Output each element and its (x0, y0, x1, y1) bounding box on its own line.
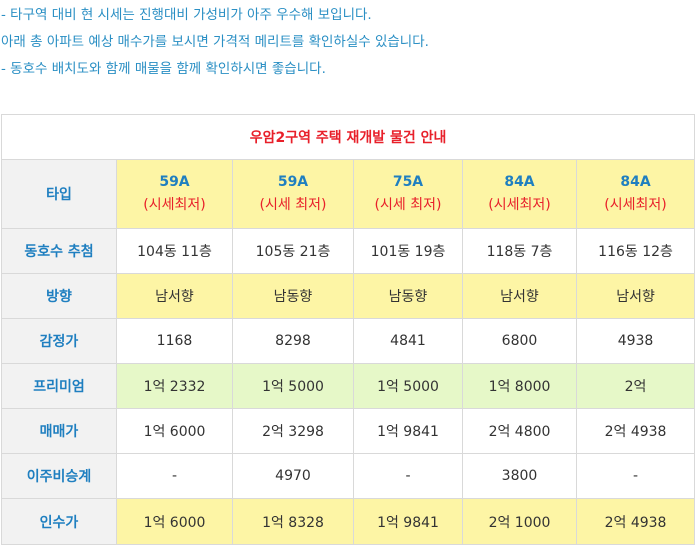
table-row-type: 타입 59A (시세최저) 59A (시세 최저) 75A (시세 최저) 84… (1, 159, 695, 229)
table-cell: 1억 9841 (353, 408, 463, 454)
table-cell: - (575, 453, 695, 499)
table-row-appraisal: 감정가 1168 8298 4841 6800 4938 (1, 318, 695, 364)
intro-line-1: - 타구역 대비 현 시세는 진행대비 가성비가 아주 우수해 보입니다. (1, 7, 372, 23)
table-cell: - (116, 453, 233, 499)
table-row-premium: 프리미엄 1억 2332 1억 5000 1억 5000 1억 8000 2억 (1, 363, 695, 409)
table-cell: 105동 21층 (232, 228, 354, 274)
table-cell: 1억 6000 (116, 408, 233, 454)
table-cell: 8298 (232, 318, 354, 364)
type-note: (시세 최저) (374, 197, 442, 213)
table-cell: 1억 6000 (116, 498, 233, 545)
table-cell: 2억 4938 (575, 408, 695, 454)
table-cell: 1억 9841 (353, 498, 463, 545)
table-row-acquisition: 인수가 1억 6000 1억 8328 1억 9841 2억 1000 2억 4… (1, 498, 695, 545)
row-label-direction: 방향 (1, 273, 117, 319)
property-table-container: 우암2구역 주택 재개발 물건 안내 타입 59A (시세최저) 59A (시세… (0, 114, 695, 545)
table-cell: 2억 4938 (575, 498, 695, 545)
table-row-sale-price: 매매가 1억 6000 2억 3298 1억 9841 2억 4800 2억 4… (1, 408, 695, 454)
table-cell: 116동 12층 (575, 228, 695, 274)
type-cell: 75A (시세 최저) (353, 159, 463, 229)
table-cell: - (353, 453, 463, 499)
type-name: 84A (620, 174, 651, 190)
table-cell: 1168 (116, 318, 233, 364)
table-cell: 6800 (462, 318, 577, 364)
table-cell: 1억 8328 (232, 498, 354, 545)
table-cell: 118동 7층 (462, 228, 577, 274)
type-note: (시세최저) (604, 197, 667, 213)
type-name: 84A (504, 174, 535, 190)
row-label-acquisition: 인수가 (1, 498, 117, 545)
table-row-unit: 동호수 추첨 104동 11층 105동 21층 101동 19층 118동 7… (1, 228, 695, 274)
table-cell: 2억 4800 (462, 408, 577, 454)
property-table: 우암2구역 주택 재개발 물건 안내 타입 59A (시세최저) 59A (시세… (0, 114, 695, 545)
table-cell: 2억 1000 (462, 498, 577, 545)
table-cell: 남서향 (575, 273, 695, 319)
type-name: 59A (159, 174, 190, 190)
type-note: (시세최저) (488, 197, 551, 213)
type-note: (시세최저) (143, 197, 206, 213)
table-cell: 남동향 (232, 273, 354, 319)
row-label-premium: 프리미엄 (1, 363, 117, 409)
row-label-unit: 동호수 추첨 (1, 228, 117, 274)
table-cell: 1억 5000 (232, 363, 354, 409)
table-cell: 1억 5000 (353, 363, 463, 409)
intro-line-3: - 동호수 배치도와 함께 매물을 함께 확인하시면 좋습니다. (1, 61, 326, 77)
table-cell: 남서향 (116, 273, 233, 319)
intro-line-2: 아래 총 아파트 예상 매수가를 보시면 가격적 메리트를 확인하실수 있습니다… (1, 34, 429, 50)
table-cell: 3800 (462, 453, 577, 499)
table-cell: 104동 11층 (116, 228, 233, 274)
table-row-relocation-loan: 이주비승계 - 4970 - 3800 - (1, 453, 695, 499)
row-label-type: 타입 (1, 159, 117, 229)
intro-notes: - 타구역 대비 현 시세는 진행대비 가성비가 아주 우수해 보입니다. 아래… (0, 2, 695, 83)
type-name: 75A (392, 174, 424, 190)
table-cell: 1억 8000 (462, 363, 577, 409)
type-cell: 59A (시세최저) (116, 159, 233, 229)
row-label-sale-price: 매매가 (1, 408, 117, 454)
table-cell: 4841 (353, 318, 463, 364)
type-cell: 84A (시세최저) (462, 159, 577, 229)
type-note: (시세 최저) (259, 197, 327, 213)
table-title-row: 우암2구역 주택 재개발 물건 안내 (0, 114, 695, 160)
type-name: 59A (277, 174, 309, 190)
type-cell: 84A (시세최저) (575, 159, 695, 229)
table-cell: 남서향 (462, 273, 577, 319)
table-cell: 101동 19층 (353, 228, 463, 274)
table-cell: 1억 2332 (116, 363, 233, 409)
row-label-appraisal: 감정가 (1, 318, 117, 364)
table-row-direction: 방향 남서향 남동향 남동향 남서향 남서향 (1, 273, 695, 319)
type-cell: 59A (시세 최저) (232, 159, 354, 229)
table-cell: 4970 (232, 453, 354, 499)
table-cell: 2억 (575, 363, 695, 409)
table-cell: 남동향 (353, 273, 463, 319)
row-label-relocation-loan: 이주비승계 (1, 453, 117, 499)
table-cell: 4938 (575, 318, 695, 364)
table-cell: 2억 3298 (232, 408, 354, 454)
table-title: 우암2구역 주택 재개발 물건 안내 (0, 114, 695, 160)
